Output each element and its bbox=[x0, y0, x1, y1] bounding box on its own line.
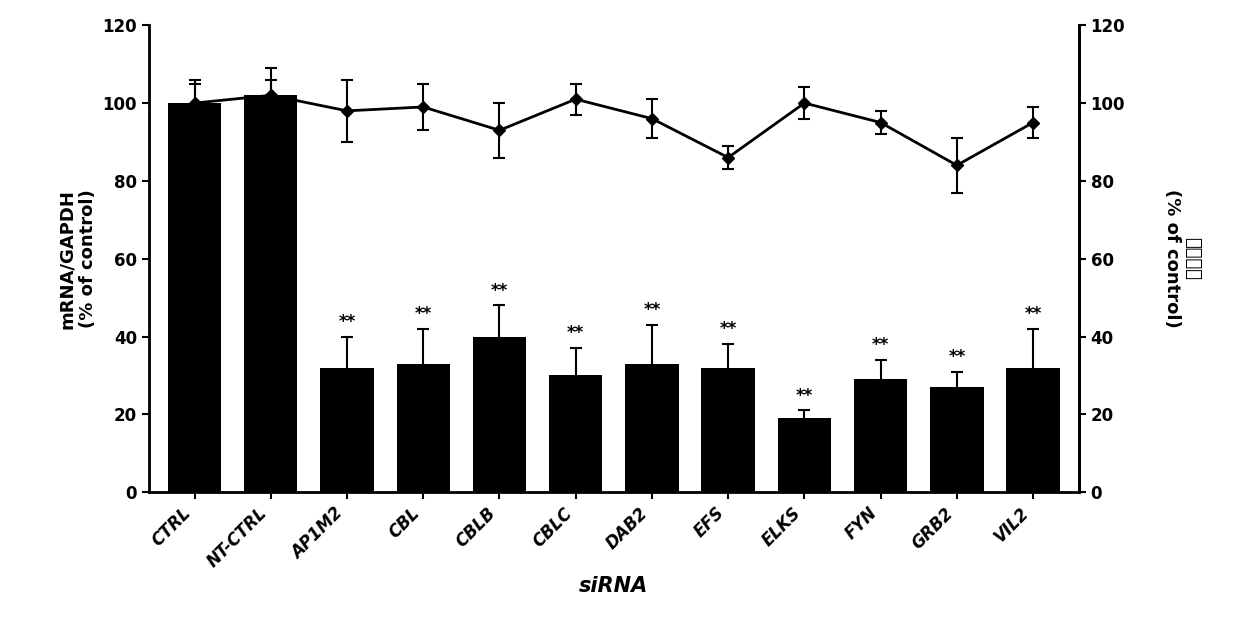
Text: **: ** bbox=[872, 336, 889, 354]
Bar bbox=[549, 375, 603, 492]
Text: **: ** bbox=[339, 313, 356, 331]
X-axis label: siRNA: siRNA bbox=[579, 577, 649, 596]
Bar bbox=[320, 368, 373, 492]
Bar bbox=[854, 379, 908, 492]
Bar bbox=[1007, 368, 1060, 492]
Text: **: ** bbox=[719, 321, 737, 338]
Text: **: ** bbox=[1024, 305, 1042, 323]
Text: **: ** bbox=[949, 348, 966, 366]
Y-axis label: mRNA/GAPDH
(% of control): mRNA/GAPDH (% of control) bbox=[58, 189, 97, 329]
Bar bbox=[244, 95, 298, 492]
Y-axis label: 细胞活力
(% of control): 细胞活力 (% of control) bbox=[1163, 189, 1202, 328]
Bar bbox=[702, 368, 755, 492]
Bar bbox=[930, 387, 983, 492]
Text: **: ** bbox=[414, 305, 432, 323]
Bar bbox=[777, 418, 831, 492]
Bar bbox=[625, 363, 678, 492]
Text: **: ** bbox=[644, 301, 661, 319]
Bar bbox=[397, 363, 450, 492]
Bar bbox=[472, 336, 526, 492]
Text: **: ** bbox=[567, 324, 584, 343]
Text: **: ** bbox=[796, 387, 813, 404]
Text: **: ** bbox=[491, 281, 508, 300]
Bar bbox=[167, 103, 221, 492]
